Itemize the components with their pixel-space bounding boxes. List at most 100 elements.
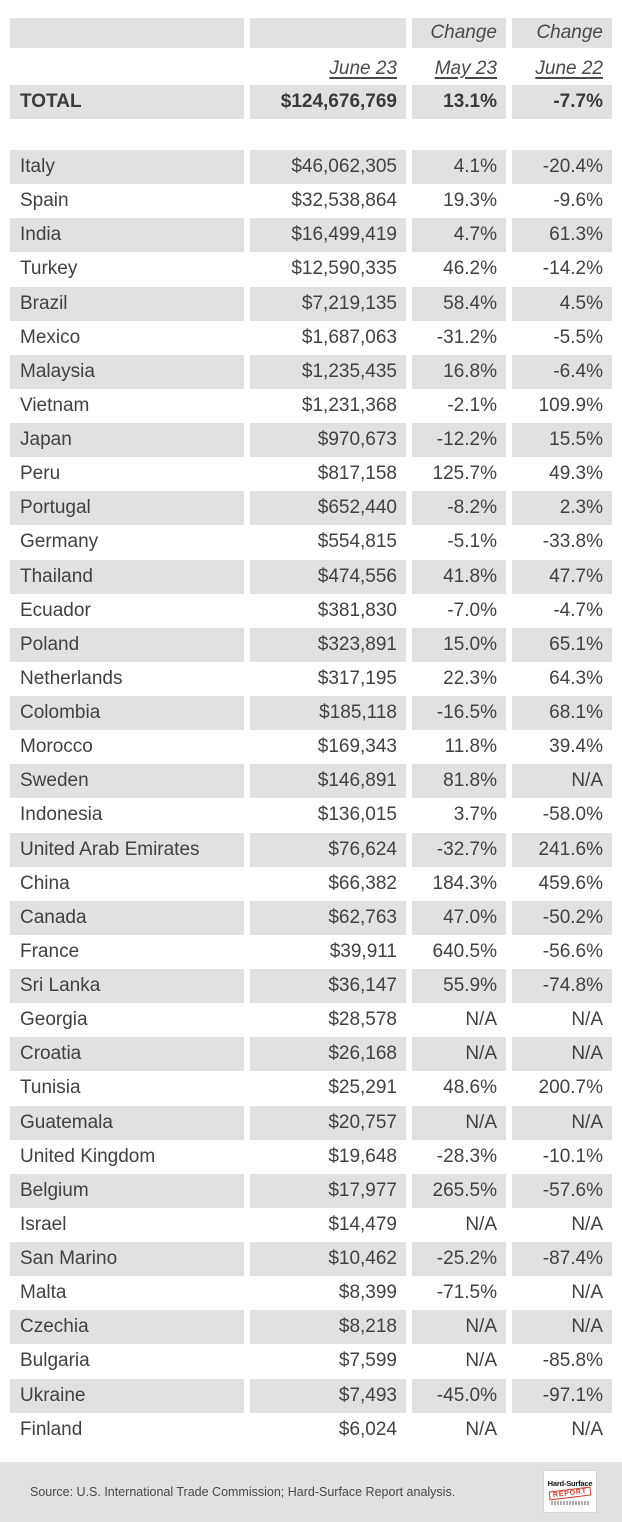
total-value: $124,676,769 xyxy=(250,85,406,119)
import-value: $28,578 xyxy=(328,1009,397,1031)
country-name: Netherlands xyxy=(20,667,123,689)
country-name: Morocco xyxy=(20,736,93,758)
change-vs-june22: N/A xyxy=(512,1037,612,1072)
header-row-change: Change Change xyxy=(10,18,612,48)
import-value: $381,830 xyxy=(317,599,397,621)
change-vs-may23: N/A xyxy=(465,1418,497,1440)
header-row-columns: June 23 May 23 June 22 xyxy=(10,48,612,85)
change-vs-june22: -74.8% xyxy=(512,969,612,1004)
country-name: Guatemala xyxy=(10,1105,244,1140)
change-vs-may23: 46.2% xyxy=(443,258,497,280)
country-row: India $16,499,419 4.7% 61.3% xyxy=(10,218,612,253)
change-vs-may23: N/A xyxy=(412,1310,506,1345)
country-name: Ukraine xyxy=(10,1378,244,1413)
change-vs-june22: N/A xyxy=(571,1009,603,1031)
country-name: Turkey xyxy=(20,258,78,280)
country-name: Peru xyxy=(20,463,61,485)
import-value: $12,590,335 xyxy=(291,258,397,280)
country-row: Germany $554,815 -5.1% -33.8% xyxy=(10,525,612,559)
country-name: Finland xyxy=(20,1418,83,1440)
hard-surface-report-logo: Hard-Surface REPORT xyxy=(543,1470,597,1513)
country-name: Mexico xyxy=(20,326,81,348)
change-vs-may23: 22.3% xyxy=(443,667,497,689)
country-row: Bulgaria $7,599 N/A -85.8% xyxy=(10,1344,612,1378)
import-value: $76,624 xyxy=(250,832,406,867)
change-vs-may23: -8.2% xyxy=(412,491,506,526)
country-row: Croatia $26,168 N/A N/A xyxy=(10,1037,612,1072)
change-vs-june22: -20.4% xyxy=(512,150,612,185)
change-vs-june22: -14.2% xyxy=(542,258,603,280)
change-vs-june22: 68.1% xyxy=(512,696,612,731)
country-row: Italy $46,062,305 4.1% -20.4% xyxy=(10,150,612,185)
change-vs-may23: 81.8% xyxy=(412,764,506,799)
country-name: India xyxy=(10,218,244,253)
change-vs-may23: -12.2% xyxy=(412,423,506,458)
country-row: Morocco $169,343 11.8% 39.4% xyxy=(10,730,612,764)
country-name: Georgia xyxy=(20,1009,88,1031)
import-value: $46,062,305 xyxy=(250,150,406,185)
change-vs-june22: -9.6% xyxy=(553,190,603,212)
change-vs-june22: 65.1% xyxy=(512,627,612,662)
country-row: Georgia $28,578 N/A N/A xyxy=(10,1003,612,1037)
change-vs-june22: 2.3% xyxy=(512,491,612,526)
country-row: Canada $62,763 47.0% -50.2% xyxy=(10,900,612,935)
country-name: Vietnam xyxy=(20,394,90,416)
change-vs-may23: 47.0% xyxy=(412,900,506,935)
change-vs-may23: N/A xyxy=(465,1350,497,1372)
country-name: Malta xyxy=(20,1282,67,1304)
change-vs-june22: -56.6% xyxy=(542,940,603,962)
import-value: $8,218 xyxy=(250,1310,406,1345)
country-row: Mexico $1,687,063 -31.2% -5.5% xyxy=(10,321,612,355)
country-row: Finland $6,024 N/A N/A xyxy=(10,1413,612,1447)
import-value: $39,911 xyxy=(329,940,397,962)
country-name: Tunisia xyxy=(20,1077,81,1099)
column-header-june22-label: June 22 xyxy=(535,58,603,79)
change-vs-may23: 48.6% xyxy=(443,1077,497,1099)
country-row: Israel $14,479 N/A N/A xyxy=(10,1208,612,1242)
country-name: Brazil xyxy=(10,286,244,321)
import-value: $652,440 xyxy=(250,491,406,526)
column-header-may23: May 23 xyxy=(412,48,506,85)
change-vs-may23: 4.1% xyxy=(412,150,506,185)
total-change-may23: 13.1% xyxy=(412,85,506,119)
country-row: Poland $323,891 15.0% 65.1% xyxy=(10,627,612,662)
country-name: Spain xyxy=(20,190,69,212)
import-value: $7,493 xyxy=(250,1378,406,1413)
change-vs-may23: -71.5% xyxy=(436,1282,497,1304)
country-name: United Kingdom xyxy=(20,1145,156,1167)
change-vs-may23: N/A xyxy=(465,1213,497,1235)
import-value: $136,015 xyxy=(317,804,397,826)
header-change-june-label: Change xyxy=(512,18,612,48)
change-vs-june22: N/A xyxy=(512,764,612,799)
trade-data-table: Change Change June 23 May 23 June 22 TOT… xyxy=(10,18,612,1447)
change-vs-may23: 55.9% xyxy=(412,969,506,1004)
change-vs-may23: 4.7% xyxy=(412,218,506,253)
change-vs-may23: 11.8% xyxy=(444,736,497,758)
country-name: Ecuador xyxy=(20,599,91,621)
change-vs-june22: -50.2% xyxy=(512,900,612,935)
header-empty-cell xyxy=(250,18,406,48)
change-vs-may23: 640.5% xyxy=(432,940,497,962)
import-value: $1,687,063 xyxy=(301,326,397,348)
import-value: $6,024 xyxy=(338,1418,397,1440)
import-value: $19,648 xyxy=(328,1145,397,1167)
country-row: Spain $32,538,864 19.3% -9.6% xyxy=(10,184,612,218)
import-value: $10,462 xyxy=(250,1242,406,1277)
change-vs-may23: N/A xyxy=(412,1105,506,1140)
change-vs-may23: N/A xyxy=(412,1037,506,1072)
country-row: Peru $817,158 125.7% 49.3% xyxy=(10,457,612,491)
header-change-may-label: Change xyxy=(412,18,506,48)
change-vs-june22: -5.5% xyxy=(553,326,603,348)
country-name: Bulgaria xyxy=(20,1350,90,1372)
import-value: $169,343 xyxy=(317,736,397,758)
change-vs-may23: -16.5% xyxy=(412,696,506,731)
country-name: Japan xyxy=(10,423,244,458)
import-value: $36,147 xyxy=(250,969,406,1004)
import-value: $14,479 xyxy=(328,1213,397,1235)
country-row: Czechia $8,218 N/A N/A xyxy=(10,1310,612,1345)
import-value: $16,499,419 xyxy=(250,218,406,253)
import-value: $970,673 xyxy=(250,423,406,458)
change-vs-june22: 109.9% xyxy=(538,394,603,416)
change-vs-may23: -5.1% xyxy=(447,531,497,553)
change-vs-may23: 19.3% xyxy=(443,190,497,212)
